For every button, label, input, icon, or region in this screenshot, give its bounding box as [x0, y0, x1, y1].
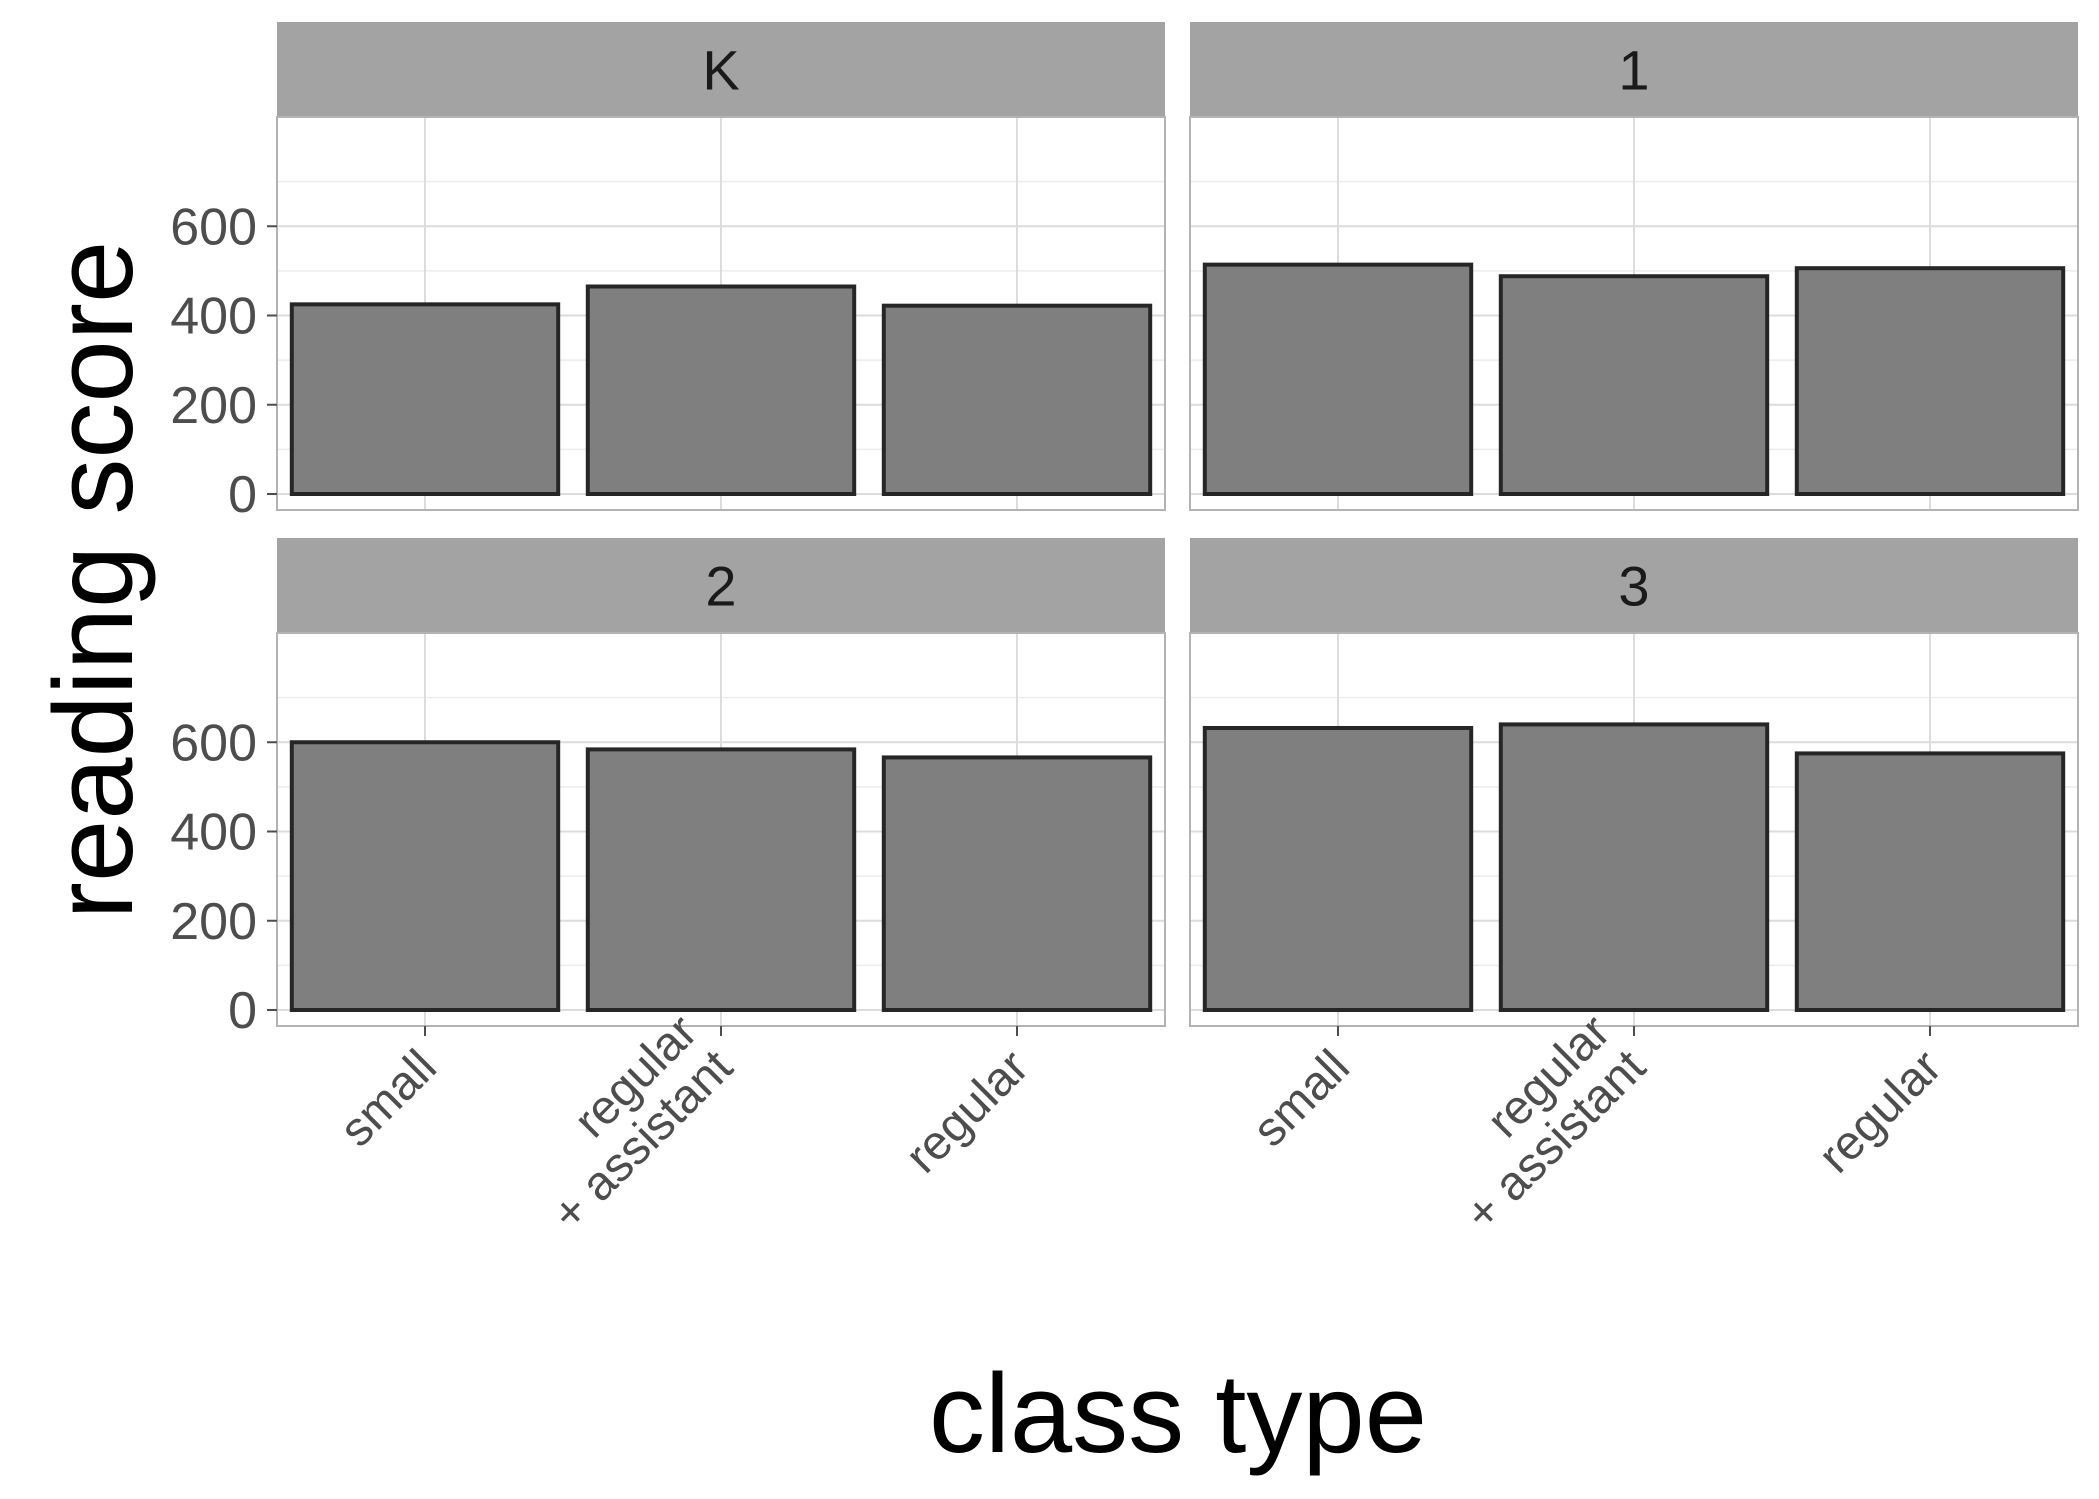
panel-K: K 0 200 400 600: [170, 22, 1166, 524]
bar: [1202, 262, 1474, 496]
bar: [289, 302, 561, 496]
facet-panels: K 0 200 400 600 1 2 0 200 400 600 small regular+ ass…: [170, 22, 2079, 1241]
facet-label: K: [702, 39, 739, 102]
facet-strip: [277, 22, 1165, 117]
facet-label: 1: [1618, 39, 1649, 102]
bar: [1498, 274, 1770, 497]
y-tick-label: 200: [170, 893, 257, 951]
facet-strip: [277, 538, 1165, 633]
panel-border: [1189, 116, 2079, 511]
x-tick-label: regular+ assistant: [1420, 1005, 1656, 1241]
y-tick-label: 400: [170, 288, 257, 346]
x-tick-label: small: [330, 1040, 447, 1157]
bar: [585, 284, 857, 496]
y-axis-title: reading score: [31, 241, 156, 920]
y-tick-label: 0: [228, 982, 257, 1040]
y-tick-label: 200: [170, 377, 257, 435]
x-tick-label-line: small: [330, 1040, 447, 1157]
y-tick-label: 600: [170, 714, 257, 772]
panel-1: 1: [1189, 22, 2079, 511]
panel-3: 3 small regular+ assistant regular: [1189, 538, 2079, 1241]
bar: [1202, 725, 1474, 1012]
bar: [881, 755, 1153, 1012]
panel-border: [276, 116, 1166, 511]
y-tick-label: 600: [170, 198, 257, 256]
x-tick-label-line: regular: [1809, 1040, 1952, 1183]
x-tick-label-line: small: [1243, 1040, 1360, 1157]
bar: [1794, 751, 2066, 1012]
x-tick-label-line: regular: [896, 1040, 1039, 1183]
bar: [881, 303, 1153, 496]
facet-label: 2: [705, 555, 736, 618]
bar: [289, 740, 561, 1012]
bar: [585, 747, 857, 1012]
bar: [1498, 722, 1770, 1013]
x-tick-label: regular+ assistant: [507, 1005, 743, 1241]
panel-2: 2 0 200 400 600 small regular+ assistant regula…: [170, 538, 1166, 1241]
bar: [1794, 266, 2066, 497]
facet-label: 3: [1618, 555, 1649, 618]
y-tick-label: 0: [228, 466, 257, 524]
x-tick-label: regular: [1809, 1040, 1952, 1183]
x-tick-label: small: [1243, 1040, 1360, 1157]
facet-strip: [1190, 22, 2078, 117]
x-tick-label: regular: [896, 1040, 1039, 1183]
x-axis-title: class type: [929, 1351, 1427, 1476]
y-tick-label: 400: [170, 804, 257, 862]
facet-strip: [1190, 538, 2078, 633]
